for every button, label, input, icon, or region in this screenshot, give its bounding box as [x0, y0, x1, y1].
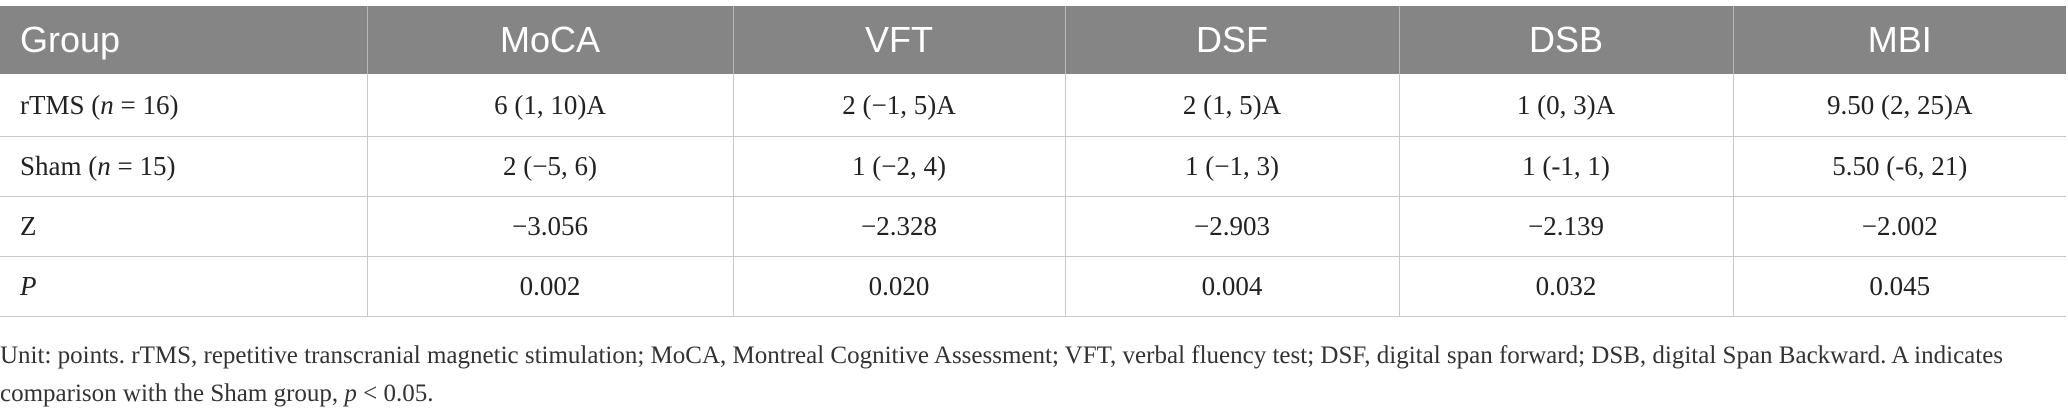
- table-cell: 0.032: [1399, 256, 1734, 317]
- table-row-z: Z −3.056 −2.328 −2.903 −2.139 −2.002: [0, 196, 2066, 257]
- row-label-p: P: [0, 256, 368, 317]
- table-cell: −2.002: [1733, 196, 2066, 257]
- table-row-rtms: rTMS (n = 16) 6 (1, 10)A 2 (−1, 5)A 2 (1…: [0, 74, 2066, 137]
- table-cell: 1 (-1, 1): [1399, 136, 1734, 197]
- table-cell: 2 (−1, 5)A: [733, 74, 1066, 137]
- row-label-n: n: [97, 151, 111, 181]
- table-body: rTMS (n = 16) 6 (1, 10)A 2 (−1, 5)A 2 (1…: [0, 74, 2066, 317]
- table-cell: 2 (−5, 6): [367, 136, 734, 197]
- header-dsb: DSB: [1399, 6, 1734, 74]
- row-label-prefix: Sham (: [20, 151, 98, 181]
- header-vft: VFT: [733, 6, 1066, 74]
- table-row-p: P 0.002 0.020 0.004 0.032 0.045: [0, 256, 2066, 317]
- table-cell: 1 (−1, 3): [1065, 136, 1400, 197]
- table-cell: −2.903: [1065, 196, 1400, 257]
- table-cell: 2 (1, 5)A: [1065, 74, 1400, 137]
- table-cell: 5.50 (-6, 21): [1733, 136, 2066, 197]
- header-group: Group: [0, 6, 368, 74]
- footnote-text: Unit: points. rTMS, repetitive transcran…: [0, 342, 2004, 407]
- table-cell: −3.056: [367, 196, 734, 257]
- table-cell: 0.045: [1733, 256, 2066, 317]
- table-cell: 1 (0, 3)A: [1399, 74, 1734, 137]
- table-row-sham: Sham (n = 15) 2 (−5, 6) 1 (−2, 4) 1 (−1,…: [0, 136, 2066, 197]
- row-label-suffix: = 15): [110, 151, 176, 181]
- row-label-sham: Sham (n = 15): [0, 136, 368, 197]
- table-cell: 0.020: [733, 256, 1066, 317]
- row-label-z: Z: [0, 196, 368, 257]
- table-footnote: Unit: points. rTMS, repetitive transcran…: [0, 337, 2040, 413]
- table-cell: 6 (1, 10)A: [367, 74, 734, 137]
- row-label-rtms: rTMS (n = 16): [0, 74, 368, 137]
- results-table-container: Group MoCA VFT DSF DSB MBI rTMS (n = 16)…: [0, 6, 2066, 317]
- footnote-threshold: < 0.05.: [356, 380, 434, 407]
- header-moca: MoCA: [367, 6, 734, 74]
- table-header: Group MoCA VFT DSF DSB MBI: [0, 6, 2066, 74]
- results-table: Group MoCA VFT DSF DSB MBI rTMS (n = 16)…: [0, 6, 2066, 317]
- table-cell: −2.328: [733, 196, 1066, 257]
- row-label-prefix: rTMS (: [20, 89, 101, 120]
- table-cell: −2.139: [1399, 196, 1734, 257]
- header-row: Group MoCA VFT DSF DSB MBI: [0, 6, 2066, 74]
- header-dsf: DSF: [1065, 6, 1400, 74]
- table-cell: 0.004: [1065, 256, 1400, 317]
- header-mbi: MBI: [1733, 6, 2066, 74]
- row-label-suffix: = 16): [113, 89, 179, 120]
- table-cell: 1 (−2, 4): [733, 136, 1066, 197]
- footnote-p-symbol: p: [344, 380, 357, 407]
- row-label-n: n: [100, 89, 114, 120]
- table-cell: 9.50 (2, 25)A: [1733, 74, 2066, 137]
- table-cell: 0.002: [367, 256, 734, 317]
